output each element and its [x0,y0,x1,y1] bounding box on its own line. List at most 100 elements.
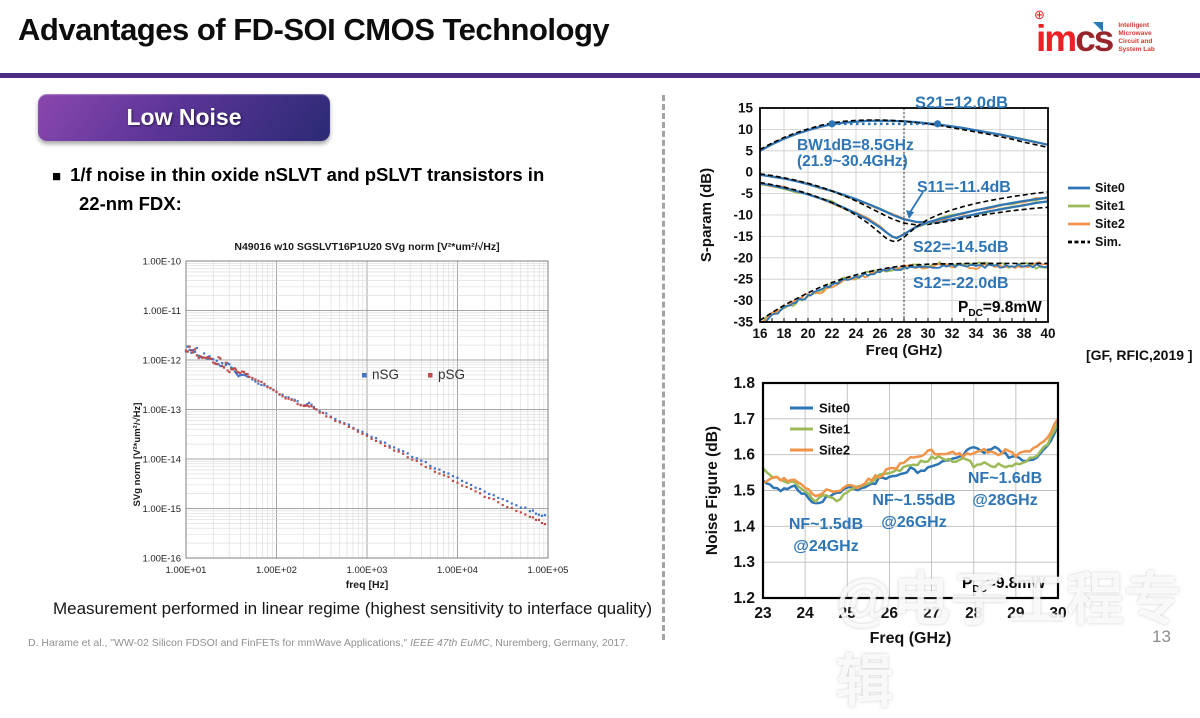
page-title: Advantages of FD-SOI CMOS Technology [18,12,610,47]
left-chart-border [185,260,549,559]
logo-accent-triangle [1093,21,1104,32]
svg-text:freq [Hz]: freq [Hz] [346,579,389,591]
left-chart-title: N49016 w10 SGSLVT16P1U20 SVg norm [V²*um… [234,241,499,253]
measurement-caption: Measurement performed in linear regime (… [52,599,653,618]
svg-text:-10: -10 [733,208,753,223]
svg-text:-15: -15 [733,229,753,244]
flicker-noise-chart: N49016 w10 SGSLVT16P1U20 SVg norm [V²*um… [132,241,569,591]
svg-text:1.00E-11: 1.00E-11 [143,306,181,317]
svg-text:1.00E-10: 1.00E-10 [142,257,181,268]
column-divider-dashed [662,95,665,640]
bullet-line1: ■ 1/f noise in thin oxide nSLVT and pSLVT… [52,164,545,185]
svg-text:SVg norm [V²*um²/√Hz]: SVg norm [V²*um²/√Hz] [132,403,143,507]
logo-text-im: im [1036,17,1077,59]
bandwidth-annotation-line2: (21.9~30.4GHz) [797,153,908,170]
left-chart-grid [185,260,549,559]
svg-text:Site0: Site0 [819,401,850,416]
svg-text:1.00E+03: 1.00E+03 [347,565,388,576]
scatter-series [184,345,547,526]
nf-series [762,418,1060,505]
citation: D. Harame et al., "WW-02 Silicon FDSOI a… [28,637,629,649]
nf-24ghz-annotation: NF~1.5dB @24GHz [788,516,864,555]
svg-text:25: 25 [839,605,857,622]
svg-text:Freq (GHz): Freq (GHz) [866,342,943,359]
svg-text:18: 18 [776,326,792,341]
svg-text:1.00E+05: 1.00E+05 [528,565,569,576]
nf-legend: Site0 Site1 Site2 [790,401,850,458]
logo-tagline-line: Circuit and [1118,38,1153,45]
imcs-logo: ⊕ imcs Intelligent Microwave Circuit and… [1034,6,1196,70]
svg-text:1.00E-13: 1.00E-13 [142,405,181,416]
svg-text:29: 29 [1007,605,1025,622]
svg-text:10: 10 [738,122,753,137]
svg-text:38: 38 [1016,326,1032,341]
sparam-series [759,119,1049,323]
s21-annotation: S21=12.0dB [915,94,1009,112]
title-divider-rule [0,73,1200,78]
bandwidth-annotation-line1: BW1dB=8.5GHz [797,137,914,154]
svg-text:1.4: 1.4 [733,518,755,535]
svg-text:Site1: Site1 [819,422,850,437]
svg-text:26: 26 [872,326,888,341]
svg-text:1.00E+04: 1.00E+04 [437,565,478,576]
s11-arrow [906,191,924,219]
svg-text:28: 28 [896,326,912,341]
logo-tagline: Intelligent Microwave Circuit and System… [1118,22,1155,55]
svg-text:34: 34 [968,326,984,341]
svg-text:27: 27 [923,605,940,622]
svg-text:1.00E-12: 1.00E-12 [142,356,181,367]
pdc-power-annotation: PDC=9.8mW [958,299,1042,320]
svg-text:Sim.: Sim. [1095,235,1121,249]
svg-text:S-param (dB): S-param (dB) [698,168,715,262]
svg-text:36: 36 [992,326,1008,341]
bullet-text: ■ 1/f noise in thin oxide nSLVT and pSLVT… [52,161,660,218]
svg-text:1.00E-16: 1.00E-16 [142,554,181,565]
logo-tagline-line: Microwave [1118,29,1152,37]
svg-text:Site2: Site2 [1095,217,1125,231]
svg-text:1.8: 1.8 [733,375,755,392]
svg-text:24: 24 [797,605,815,622]
svg-text:32: 32 [944,326,959,341]
svg-text:1.3: 1.3 [733,554,755,571]
svg-text:1.00E+01: 1.00E+01 [166,565,207,576]
svg-text:-35: -35 [733,315,753,330]
svg-text:0: 0 [745,165,753,180]
svg-text:24: 24 [848,326,864,341]
svg-text:Site1: Site1 [1095,199,1125,213]
bw-marker-right [934,120,942,128]
nf-series-Site0 [762,425,1060,505]
svg-text:15: 15 [738,101,754,116]
nf-series-Site1 [762,421,1060,503]
nf-26ghz-annotation: NF~1.55dB @26GHz [872,492,956,531]
nf-border [761,381,1060,600]
logo-tagline-line: Intelligent [1118,21,1150,29]
svg-text:-5: -5 [741,186,753,201]
s11-annotation: S11=-11.4dB [917,179,1011,196]
svg-text:30: 30 [920,326,935,341]
page-number: 13 [1152,627,1171,646]
svg-text:1.6: 1.6 [733,447,755,464]
svg-text:23: 23 [754,605,772,622]
pdc-power-annotation-nf: PDC=9.8mW [962,575,1046,596]
svg-text:nSG: nSG [372,367,399,382]
svg-text:1.00E+02: 1.00E+02 [256,565,297,576]
low-noise-badge: Low Noise [38,94,330,141]
watermark: @电子工程专辑 [836,568,1183,714]
svg-text:5: 5 [745,143,753,158]
svg-text:-30: -30 [733,293,753,308]
bullet-square-icon: ■ [52,168,62,185]
s-parameter-chart: 16 18 20 22 24 26 28 30 32 34 36 38 40 15 10 5 0 -5 -10 -15… [698,101,1125,360]
svg-text:Site2: Site2 [819,443,850,458]
bw-marker-left [828,120,836,128]
svg-text:-25: -25 [733,272,753,287]
logo-tagline-line: System Lab [1118,46,1155,54]
logo-compass-icon: ⊕ [1034,6,1045,22]
logo-wordmark: ⊕ imcs [1034,8,1114,59]
svg-text:1.00E-15: 1.00E-15 [142,504,181,515]
svg-text:1.7: 1.7 [733,411,755,428]
svg-text:1.00E-14: 1.00E-14 [142,455,181,466]
svg-text:-20: -20 [733,250,753,265]
svg-text:Freq (GHz): Freq (GHz) [870,630,952,647]
svg-text:Site0: Site0 [1095,181,1125,195]
svg-text:20: 20 [800,326,815,341]
